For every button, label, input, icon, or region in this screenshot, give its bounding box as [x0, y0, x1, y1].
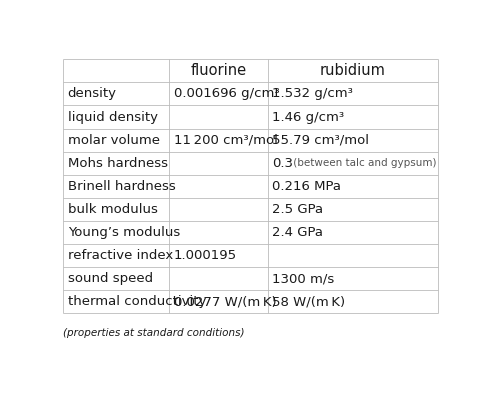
Text: 11 200 cm³/mol: 11 200 cm³/mol: [173, 134, 277, 147]
Text: 0.216 MPa: 0.216 MPa: [272, 180, 341, 193]
Text: liquid density: liquid density: [67, 110, 157, 123]
Text: Brinell hardness: Brinell hardness: [67, 180, 175, 193]
Text: molar volume: molar volume: [67, 134, 159, 147]
Text: density: density: [67, 87, 116, 101]
Text: 58 W/(m K): 58 W/(m K): [272, 296, 345, 309]
Text: sound speed: sound speed: [67, 272, 152, 285]
Text: bulk modulus: bulk modulus: [67, 203, 157, 216]
Text: 2.5 GPa: 2.5 GPa: [272, 203, 323, 216]
Text: refractive index: refractive index: [67, 249, 172, 262]
Text: 1.532 g/cm³: 1.532 g/cm³: [272, 87, 352, 101]
Text: 0.3: 0.3: [272, 157, 293, 170]
Text: (between talc and gypsum): (between talc and gypsum): [290, 158, 436, 168]
Text: 0.001696 g/cm³: 0.001696 g/cm³: [173, 87, 279, 101]
Text: 1.000195: 1.000195: [173, 249, 236, 262]
Text: Young’s modulus: Young’s modulus: [67, 226, 180, 239]
Text: 2.4 GPa: 2.4 GPa: [272, 226, 323, 239]
Text: 1.46 g/cm³: 1.46 g/cm³: [272, 110, 344, 123]
Text: 1300 m/s: 1300 m/s: [272, 272, 334, 285]
Text: thermal conductivity: thermal conductivity: [67, 296, 205, 309]
Text: 0.0277 W/(m K): 0.0277 W/(m K): [173, 296, 276, 309]
Text: Mohs hardness: Mohs hardness: [67, 157, 167, 170]
Text: rubidium: rubidium: [319, 63, 385, 78]
Text: fluorine: fluorine: [190, 63, 246, 78]
Text: (properties at standard conditions): (properties at standard conditions): [63, 328, 244, 338]
Text: 55.79 cm³/mol: 55.79 cm³/mol: [272, 134, 368, 147]
